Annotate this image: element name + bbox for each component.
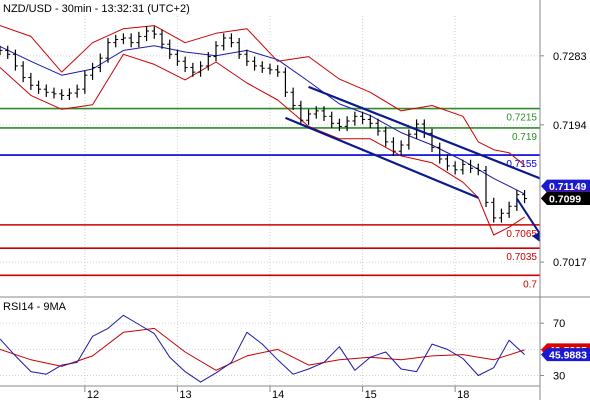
time-axis: 12 13 14 15 18 — [84, 386, 469, 400]
price-axis-label: 0.7017 — [553, 257, 587, 269]
time-axis-label: 12 — [87, 389, 99, 400]
price-badge-label: 0.71149 — [549, 181, 587, 193]
price-grid — [0, 16, 540, 297]
rsi-axis-label: 30 — [553, 371, 565, 383]
price-channel — [285, 85, 541, 242]
price-badge-box — [541, 179, 590, 193]
forecast-arrow-head — [531, 231, 540, 242]
level-label: 0.7215 — [506, 113, 537, 124]
rsi-ma-line — [0, 327, 525, 371]
price-badge-label: 0.7099 — [549, 194, 581, 206]
bollinger-lower-line — [0, 53, 525, 236]
price-axis-label: 0.7194 — [553, 120, 587, 132]
moving-average-line — [0, 45, 525, 195]
channel-upper-line — [308, 85, 541, 180]
price-badge-box — [541, 192, 590, 206]
price-axis: 0.7283 0.7194 0.7017 — [540, 51, 587, 269]
price-axis-label: 0.7283 — [553, 51, 587, 63]
level-label: 0.7065 — [506, 229, 537, 240]
time-axis-label: 18 — [457, 389, 469, 400]
time-axis-label: 14 — [272, 389, 284, 400]
channel-lower-line — [285, 116, 479, 199]
rsi-lines — [0, 314, 525, 383]
time-axis-label: 13 — [179, 389, 191, 400]
level-label: 0.719 — [512, 132, 537, 143]
time-axis-label: 15 — [365, 389, 377, 400]
level-label: 0.7 — [523, 279, 537, 290]
price-bars — [0, 26, 528, 223]
rsi-badge-label: 45.9883 — [549, 350, 587, 362]
indicator-title: RSI14 - 9MA — [3, 301, 67, 313]
price-overlays — [0, 25, 525, 236]
rsi-grid — [0, 297, 540, 386]
rsi-axis-label: 70 — [553, 318, 565, 330]
rsi-badge-box — [541, 348, 590, 362]
chart-title: NZD/USD - 30min - 13:32:31 (UTC+2) — [3, 3, 190, 15]
rsi-line — [0, 314, 525, 383]
level-label: 0.7035 — [506, 252, 537, 263]
price-levels: 0.7215 0.719 0.7155 0.7065 0.7035 0.7 — [0, 107, 540, 290]
bollinger-upper-line — [0, 25, 525, 166]
forecast-arrow-shaft — [516, 197, 541, 235]
level-label: 0.7155 — [506, 159, 537, 170]
